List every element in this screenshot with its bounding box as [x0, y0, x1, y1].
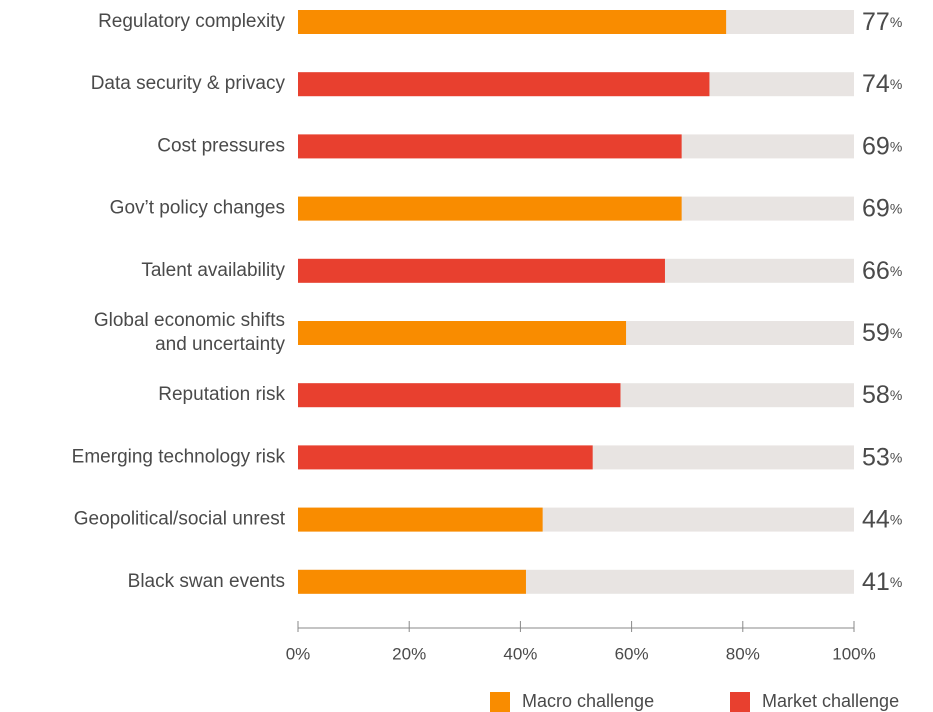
legend-label: Market challenge	[762, 691, 899, 711]
bar	[298, 196, 682, 221]
category-label: Data security & privacy	[91, 73, 286, 94]
value-label: 44%	[862, 505, 902, 533]
legend-swatch	[490, 692, 510, 712]
bar	[298, 445, 593, 470]
bar	[298, 134, 682, 159]
category-label: Gov’t policy changes	[110, 198, 285, 219]
x-tick-label: 80%	[726, 644, 760, 663]
category-label: Emerging technology risk	[72, 446, 286, 467]
category-label: Black swan events	[128, 571, 285, 592]
bar	[298, 569, 526, 594]
x-tick-label: 0%	[286, 644, 311, 663]
x-tick-label: 40%	[503, 644, 537, 663]
bar	[298, 10, 727, 34]
bar	[298, 321, 627, 345]
value-label: 59%	[862, 319, 902, 347]
bar	[298, 72, 710, 97]
x-tick-label: 20%	[392, 644, 426, 663]
bar	[298, 507, 543, 532]
legend-swatch	[730, 692, 750, 712]
category-label: Cost pressures	[157, 135, 285, 156]
category-label: Reputation risk	[158, 384, 285, 405]
value-label: 77%	[862, 8, 902, 36]
category-label: Talent availability	[141, 260, 285, 281]
category-label: Geopolitical/social unrest	[74, 509, 286, 530]
bar	[298, 258, 665, 283]
value-label: 53%	[862, 443, 902, 471]
legend-label: Macro challenge	[522, 691, 654, 711]
x-tick-label: 100%	[832, 644, 875, 663]
x-tick-label: 60%	[615, 644, 649, 663]
category-label: Global economic shifts and uncertainty	[94, 310, 286, 355]
category-label: Regulatory complexity	[98, 11, 285, 32]
value-label: 58%	[862, 381, 902, 409]
value-label: 66%	[862, 256, 902, 284]
bar	[298, 383, 621, 408]
value-label: 74%	[862, 70, 902, 98]
value-label: 69%	[862, 194, 902, 222]
value-label: 69%	[862, 132, 902, 160]
value-label: 41%	[862, 567, 902, 595]
